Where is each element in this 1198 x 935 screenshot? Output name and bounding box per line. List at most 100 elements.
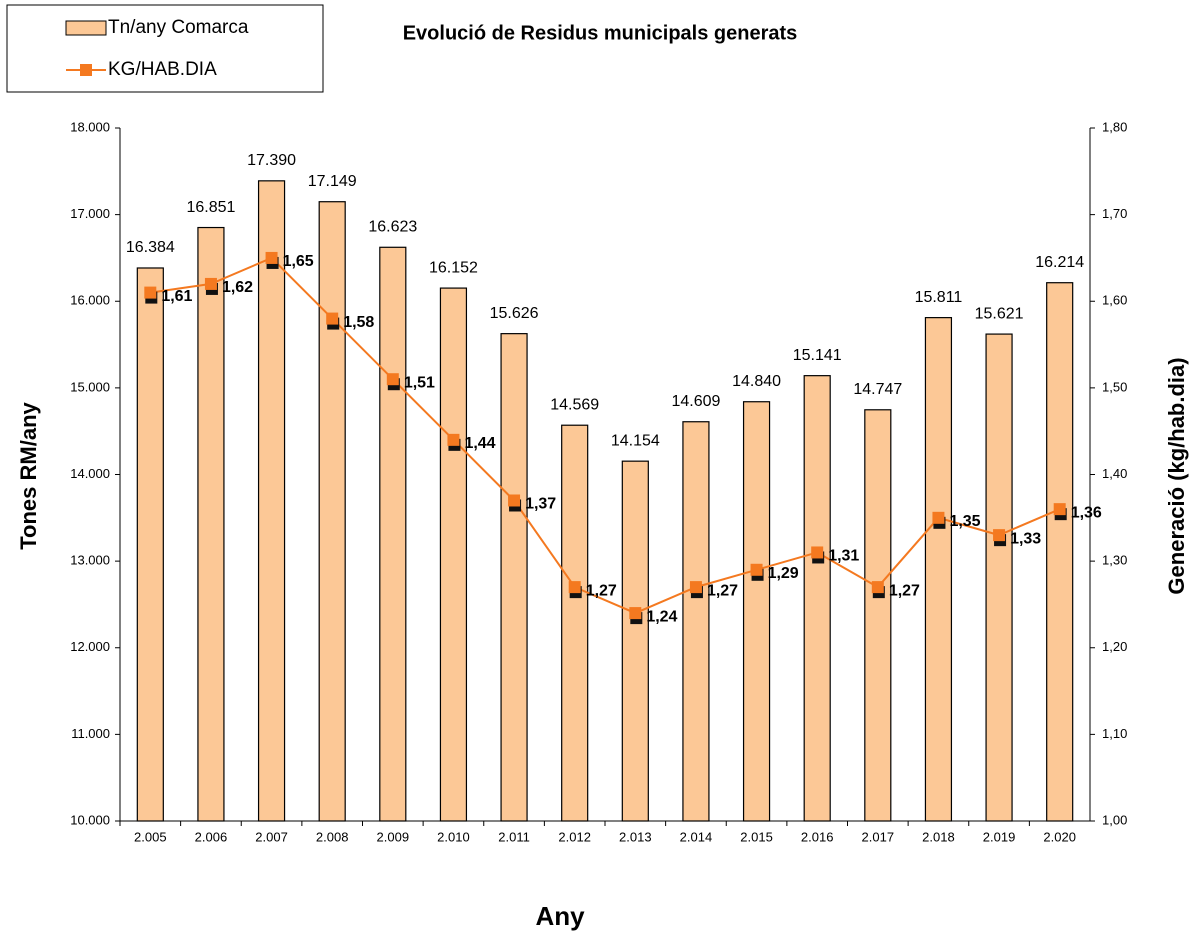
x-tick-label: 2.017 — [862, 829, 895, 844]
line-value-label: 1,24 — [646, 608, 677, 625]
y-tick-label: 16.000 — [70, 293, 110, 308]
line-value-label: 1,51 — [404, 374, 435, 391]
line-value-label: 1,37 — [525, 496, 556, 513]
bar-value-label: 16.214 — [1035, 254, 1084, 271]
bar-value-label: 16.623 — [368, 219, 417, 236]
bar — [621, 460, 649, 822]
legend-swatch — [65, 20, 107, 36]
x-tick-label: 2.012 — [558, 829, 591, 844]
bar-value-label: 14.747 — [853, 381, 902, 398]
x-tick-label: 2.010 — [437, 829, 470, 844]
line — [150, 256, 1061, 615]
line-value-label: 1,31 — [828, 548, 859, 565]
y2-tick-label: 1,70 — [1102, 206, 1127, 221]
bar — [500, 333, 528, 822]
x-tick-label: 2.006 — [195, 829, 228, 844]
marker — [1053, 503, 1066, 516]
bar-value-label: 16.851 — [186, 199, 235, 216]
bar — [803, 375, 831, 822]
marker — [386, 373, 399, 386]
y-tick-label: 15.000 — [70, 379, 110, 394]
bar — [742, 401, 771, 822]
line-value-label: 1,65 — [283, 253, 314, 270]
x-tick-label: 2.018 — [922, 829, 955, 844]
x-tick-label: 2.005 — [134, 829, 167, 844]
bar — [1046, 282, 1074, 822]
bar-value-label: 17.149 — [308, 173, 357, 190]
marker — [750, 563, 763, 576]
marker — [811, 546, 824, 559]
bar — [682, 421, 710, 822]
y-tick-label: 10.000 — [70, 812, 110, 827]
bar-value-label: 15.141 — [793, 347, 842, 364]
marker — [568, 581, 581, 594]
line-value-label: 1,61 — [161, 288, 192, 305]
y-tick-label: 14.000 — [70, 466, 110, 481]
y2-tick-label: 1,00 — [1102, 812, 1127, 827]
bar — [924, 317, 953, 822]
bar-value-label: 14.609 — [671, 393, 720, 410]
x-tick-label: 2.013 — [619, 829, 652, 844]
x-axis-label: Any — [535, 901, 585, 931]
x-tick-label: 2.014 — [680, 829, 713, 844]
marker — [993, 529, 1006, 542]
line-value-label: 1,33 — [1010, 530, 1041, 547]
x-tick-label: 2.011 — [498, 829, 530, 844]
x-tick-label: 2.016 — [801, 829, 834, 844]
y2-tick-label: 1,40 — [1102, 466, 1127, 481]
y-axis-label: Tones RM/any — [16, 401, 41, 549]
y-tick-label: 17.000 — [70, 206, 110, 221]
marker — [326, 312, 339, 325]
bar — [379, 246, 407, 822]
line-value-label: 1,44 — [464, 435, 495, 452]
line-value-label: 1,35 — [949, 513, 980, 530]
x-tick-label: 2.015 — [740, 829, 773, 844]
bar-value-label: 14.569 — [550, 396, 599, 413]
bar-value-label: 14.154 — [611, 432, 660, 449]
bar — [864, 409, 892, 822]
y2-tick-label: 1,10 — [1102, 726, 1127, 741]
bar-value-label: 15.811 — [915, 289, 963, 306]
x-tick-label: 2.008 — [316, 829, 349, 844]
bar-value-label: 17.390 — [247, 152, 296, 169]
y-tick-label: 12.000 — [70, 639, 110, 654]
y2-tick-label: 1,20 — [1102, 639, 1127, 654]
bar — [318, 201, 346, 822]
bar-value-label: 15.621 — [975, 305, 1024, 322]
y2-tick-label: 1,60 — [1102, 293, 1127, 308]
marker — [871, 581, 884, 594]
legend-box — [6, 4, 324, 93]
y-tick-label: 13.000 — [70, 553, 110, 568]
bar — [197, 226, 225, 822]
bar-value-label: 15.626 — [490, 305, 539, 322]
legend-label: Tn/any Comarca — [108, 17, 249, 38]
y-tick-label: 11.000 — [71, 726, 110, 741]
marker — [204, 277, 217, 290]
line-value-label: 1,29 — [768, 565, 799, 582]
bar-value-label: 16.152 — [429, 259, 478, 276]
bar — [561, 424, 589, 822]
x-tick-label: 2.020 — [1043, 829, 1076, 844]
line-value-label: 1,58 — [343, 314, 374, 331]
line-value-label: 1,36 — [1071, 504, 1102, 521]
marker — [629, 607, 642, 620]
marker — [144, 286, 157, 299]
bar — [439, 287, 468, 822]
marker — [508, 494, 521, 507]
y2-tick-label: 1,30 — [1102, 553, 1127, 568]
bar — [136, 267, 164, 822]
marker — [447, 433, 460, 446]
x-tick-label: 2.009 — [377, 829, 410, 844]
y2-axis-label: Generació (kg/hab.dia) — [1164, 357, 1189, 594]
y-tick-label: 18.000 — [70, 119, 110, 134]
line-value-label: 1,27 — [707, 582, 738, 599]
x-tick-label: 2.007 — [255, 829, 288, 844]
line-value-label: 1,62 — [222, 279, 253, 296]
line-value-label: 1,27 — [889, 582, 920, 599]
line-value-label: 1,27 — [586, 582, 617, 599]
chart-title: Evolució de Residus municipals generats — [403, 22, 798, 44]
y2-tick-label: 1,50 — [1102, 379, 1127, 394]
marker — [932, 511, 945, 524]
